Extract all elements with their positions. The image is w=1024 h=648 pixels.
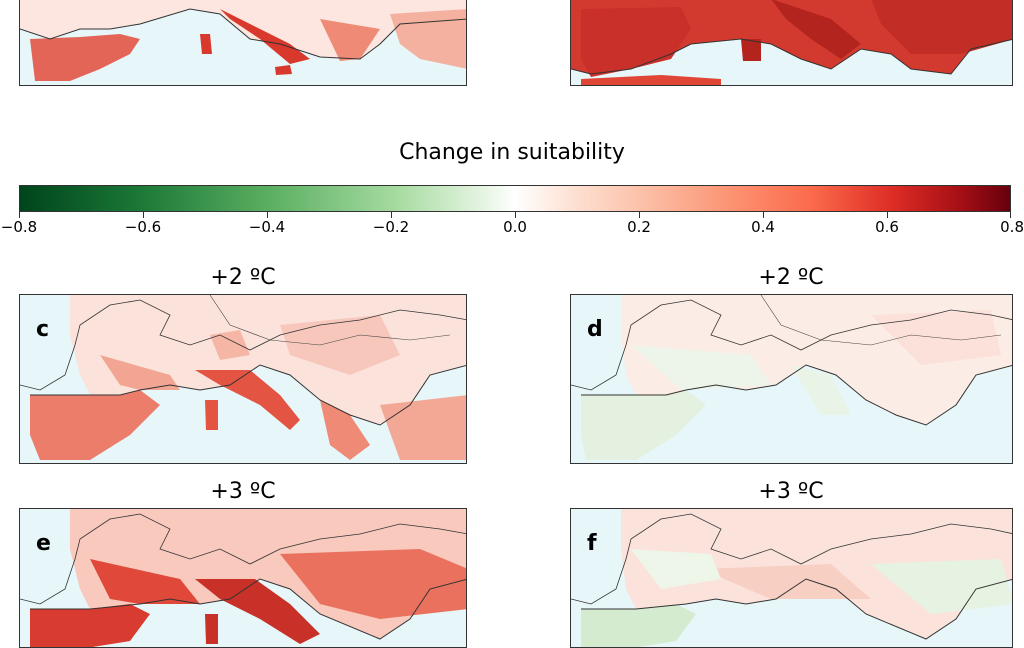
colorbar [19, 185, 1011, 212]
colorbar-tick [639, 212, 640, 218]
panel-letter-f: f [587, 531, 597, 556]
map-panel-top-left [19, 0, 467, 86]
map-panel-top-right [570, 0, 1013, 86]
colorbar-tick [267, 212, 268, 218]
panel-title-c: +2 ºC [210, 265, 276, 290]
colorbar-tick [19, 212, 20, 218]
colorbar-tick-label: 0.8 [1000, 218, 1024, 236]
colorbar-tick [1010, 212, 1011, 218]
map-d-svg [571, 295, 1012, 460]
colorbar-tick-label: −0.8 [0, 218, 38, 236]
map-panel-e: e [19, 508, 467, 648]
colorbar-tick-label: 0.0 [503, 218, 527, 236]
colorbar-tick-label: −0.4 [248, 218, 286, 236]
map-c-svg [20, 295, 466, 460]
panel-letter-c: c [36, 317, 50, 342]
colorbar-tick-label: 0.4 [751, 218, 775, 236]
map-f-svg [571, 509, 1012, 647]
colorbar-tick-label: 0.2 [627, 218, 651, 236]
panel-title-d: +2 ºC [758, 265, 824, 290]
panel-letter-d: d [587, 317, 603, 342]
colorbar-tick [763, 212, 764, 218]
map-panel-f: f [570, 508, 1013, 648]
panel-title-e: +3 ºC [210, 479, 276, 504]
colorbar-tick [143, 212, 144, 218]
panel-letter-e: e [36, 531, 51, 556]
colorbar-tick [391, 212, 392, 218]
panel-title-f: +3 ºC [758, 479, 824, 504]
colorbar-tick-label: 0.6 [875, 218, 899, 236]
map-e-svg [20, 509, 466, 647]
colorbar-title: Change in suitability [399, 140, 625, 165]
colorbar-tick-label: −0.6 [124, 218, 162, 236]
colorbar-tick-label: −0.2 [372, 218, 410, 236]
colorbar-tick [515, 212, 516, 218]
map-top-right-svg [571, 0, 1012, 85]
map-top-left-svg [20, 0, 466, 81]
map-panel-c: c [19, 294, 467, 464]
map-panel-d: d [570, 294, 1013, 464]
colorbar-tick [887, 212, 888, 218]
